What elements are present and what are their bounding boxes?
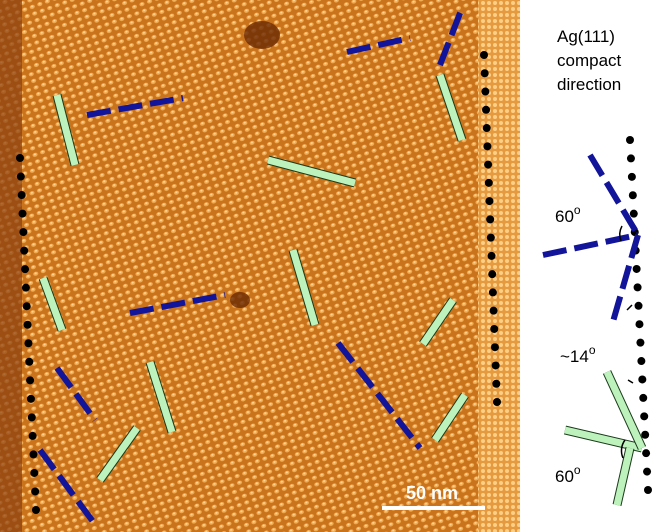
dot xyxy=(641,431,649,439)
dot xyxy=(24,321,32,329)
dot xyxy=(17,173,25,181)
dot xyxy=(490,307,498,315)
legend-line: compact xyxy=(557,51,622,70)
dot xyxy=(486,215,494,223)
dot xyxy=(485,197,493,205)
dot xyxy=(16,154,24,162)
dot xyxy=(29,432,37,440)
dot xyxy=(25,358,33,366)
dot xyxy=(627,154,635,162)
dot xyxy=(630,210,638,218)
dot xyxy=(643,468,651,476)
dot xyxy=(29,450,37,458)
dot xyxy=(634,283,642,291)
dot xyxy=(27,395,35,403)
dot xyxy=(23,302,31,310)
dot xyxy=(633,265,641,273)
dot xyxy=(480,51,488,59)
degree-sign: o xyxy=(574,203,581,217)
dot xyxy=(489,288,497,296)
dot xyxy=(629,191,637,199)
dot xyxy=(18,191,26,199)
dot xyxy=(485,179,493,187)
dot xyxy=(488,252,496,260)
dot xyxy=(481,69,489,77)
dot xyxy=(488,270,496,278)
dot xyxy=(482,106,490,114)
dot xyxy=(492,361,500,369)
dot xyxy=(26,376,34,384)
dot xyxy=(638,375,646,383)
angle-label: 60o xyxy=(555,203,581,226)
degree-sign: o xyxy=(589,343,596,357)
dot xyxy=(21,265,29,273)
angle-value: 60 xyxy=(555,207,574,226)
dot xyxy=(481,88,489,96)
dot xyxy=(22,284,30,292)
dot xyxy=(635,302,643,310)
figure: 50 nm Ag(111) compact direction 60o ~14o… xyxy=(0,0,662,532)
dot xyxy=(484,161,492,169)
angle-value: 60 xyxy=(555,467,574,486)
scale-label: 50 nm xyxy=(406,483,458,503)
dot xyxy=(493,398,501,406)
dot xyxy=(487,234,495,242)
degree-sign: o xyxy=(574,463,581,477)
dot xyxy=(19,210,27,218)
dot xyxy=(644,486,652,494)
dot xyxy=(626,136,634,144)
angle-value: ~14 xyxy=(560,347,589,366)
dot xyxy=(636,339,644,347)
dot xyxy=(490,325,498,333)
angle-label: ~14o xyxy=(560,343,596,366)
legend-panel: Ag(111) compact direction 60o ~14o 60o xyxy=(543,27,642,505)
dot xyxy=(28,413,36,421)
dot xyxy=(24,339,32,347)
dot xyxy=(628,173,636,181)
legend-line: direction xyxy=(557,75,621,94)
dot xyxy=(31,487,39,495)
dot xyxy=(19,228,27,236)
dot xyxy=(639,394,647,402)
dot xyxy=(483,124,491,132)
angle-label: 60o xyxy=(555,463,581,486)
dot xyxy=(637,357,645,365)
dot xyxy=(491,343,499,351)
dot xyxy=(483,142,491,150)
legend-line: Ag(111) xyxy=(557,27,615,46)
dot xyxy=(642,449,650,457)
dot xyxy=(635,320,643,328)
dot xyxy=(32,506,40,514)
dot xyxy=(20,247,28,255)
dot xyxy=(30,469,38,477)
dot xyxy=(640,412,648,420)
dot xyxy=(492,380,500,388)
